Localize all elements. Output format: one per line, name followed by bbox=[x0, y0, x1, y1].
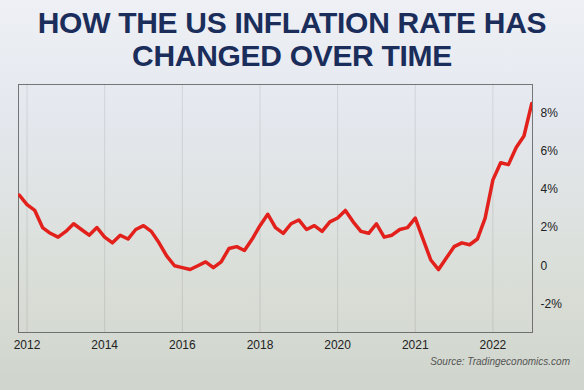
html-text:HOW THE US INFLATION RATE HAS: HOW THE US INFLATION RATE HAS CHANGED OV… bbox=[37, 6, 547, 72]
svg-text:0: 0 bbox=[541, 259, 548, 273]
html-text:Source: Tradingeconomics.com: Source: Tradingeconomics.com bbox=[430, 356, 570, 367]
svg-text:2018: 2018 bbox=[247, 338, 274, 352]
svg-text:6%: 6% bbox=[541, 144, 559, 158]
svg-text:2022: 2022 bbox=[480, 338, 507, 352]
svg-text:4%: 4% bbox=[541, 182, 559, 196]
svg-text:2014: 2014 bbox=[91, 338, 118, 352]
svg-text:2%: 2% bbox=[541, 220, 559, 234]
svg-text:2021: 2021 bbox=[402, 338, 429, 352]
svg-text:8%: 8% bbox=[541, 106, 559, 120]
svg-text:2020: 2020 bbox=[324, 338, 351, 352]
svg-text:2012: 2012 bbox=[14, 338, 41, 352]
svg-text:2016: 2016 bbox=[169, 338, 196, 352]
svg-text:-2%: -2% bbox=[541, 297, 563, 311]
